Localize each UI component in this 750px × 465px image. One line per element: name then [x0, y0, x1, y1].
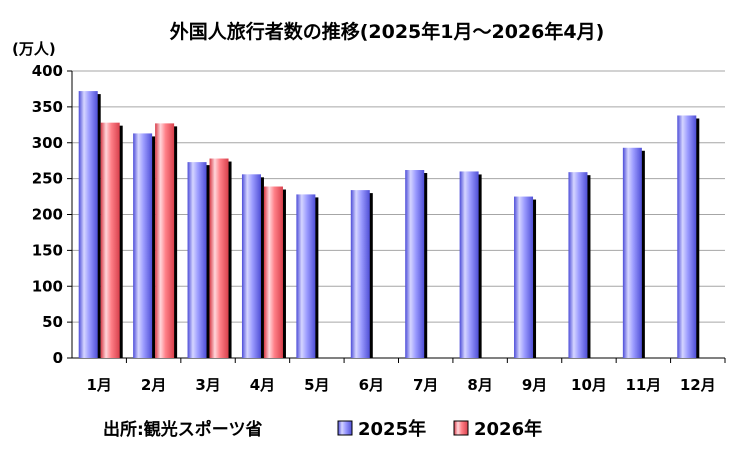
bar-2025年-3月 — [187, 162, 207, 358]
x-category-label: 4月 — [250, 376, 275, 394]
chart-title: 外国人旅行者数の推移(2025年1月～2026年4月) — [170, 20, 605, 43]
bar-2025年-10月 — [568, 172, 588, 358]
bar-2026年-3月 — [209, 158, 229, 358]
x-category-label: 5月 — [304, 376, 329, 394]
x-category-label: 7月 — [413, 376, 438, 394]
x-category-label: 9月 — [522, 376, 547, 394]
y-tick-label: 100 — [32, 277, 63, 295]
y-tick-label: 300 — [32, 134, 63, 152]
bars — [78, 91, 700, 358]
source-label: 出所:観光スポーツ省 — [103, 419, 262, 440]
bar-2026年-1月 — [100, 122, 120, 358]
bar-2025年-7月 — [405, 170, 425, 358]
bar-2025年-12月 — [677, 115, 697, 358]
y-tick-label: 400 — [32, 62, 63, 80]
bar-2025年-6月 — [350, 190, 370, 358]
bar-2025年-11月 — [622, 147, 642, 358]
y-tick-label: 250 — [32, 170, 63, 188]
x-category-label: 2月 — [141, 376, 166, 394]
y-tick-label: 350 — [32, 98, 63, 116]
bar-2025年-8月 — [459, 171, 479, 358]
legend-swatch-2026 — [453, 420, 469, 436]
x-category-label: 11月 — [625, 376, 661, 394]
y-tick-label: 50 — [42, 313, 63, 331]
x-category-label: 6月 — [359, 376, 384, 394]
bar-2026年-2月 — [155, 123, 175, 358]
x-category-label: 1月 — [86, 376, 111, 394]
bar-2025年-1月 — [78, 91, 98, 358]
bar-2025年-9月 — [514, 196, 534, 358]
legend: 2025年 2026年 — [337, 418, 542, 440]
gridlines — [72, 70, 725, 323]
y-axis-unit-label: (万人) — [12, 40, 56, 58]
legend-label-2025: 2025年 — [358, 418, 426, 440]
bar-2025年-5月 — [296, 194, 316, 358]
legend-swatch-2025 — [337, 420, 353, 436]
y-axis-ticks: 0 50 100 150 200 250 300 350 400 — [32, 62, 72, 367]
x-category-label: 10月 — [571, 376, 607, 394]
bar-2025年-2月 — [133, 133, 153, 358]
x-category-label: 8月 — [467, 376, 492, 394]
x-category-label: 12月 — [680, 376, 716, 394]
y-tick-label: 200 — [32, 206, 63, 224]
x-axis-labels: 1月 2月 3月 4月 5月 6月 7月 8月 9月 10月 11月 12月 — [86, 376, 715, 394]
legend-label-2026: 2026年 — [474, 418, 542, 440]
y-tick-label: 0 — [53, 349, 63, 367]
x-category-label: 3月 — [195, 376, 220, 394]
y-tick-label: 150 — [32, 241, 63, 259]
bar-2026年-4月 — [263, 186, 283, 358]
bar-2025年-4月 — [241, 174, 261, 358]
